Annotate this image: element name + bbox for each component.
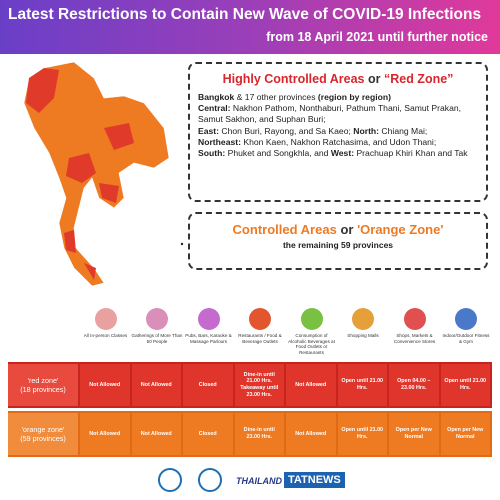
column-header: All In-person Classes xyxy=(80,300,131,339)
map-country xyxy=(23,61,170,287)
column-header: Restaurants / Food & Beverage Outlets xyxy=(235,300,286,344)
icon xyxy=(455,308,477,330)
icon xyxy=(197,308,220,330)
footer: THAILAND TATNEWS xyxy=(0,462,500,498)
heading-part: or xyxy=(340,222,354,237)
table-cell: Open until 21.00 Hrs. xyxy=(440,364,490,406)
icon xyxy=(352,308,374,330)
heading-part: Controlled Areas xyxy=(232,222,337,237)
icon xyxy=(94,308,117,330)
orange-zone-box: Controlled Areas or 'Orange Zone' the re… xyxy=(188,212,488,270)
logo-text: TATNEWS xyxy=(284,472,345,488)
map xyxy=(23,61,184,287)
text: Nakhon Pathom, Nonthaburi, Pathum Thani,… xyxy=(198,103,462,125)
text: & 17 other provinces xyxy=(234,92,318,102)
column-label: Consumption of Alcoholic Beverages at Fo… xyxy=(288,333,335,355)
column-label: Shopping Malls xyxy=(347,333,379,338)
table-cell: Open until 21.00 Hrs. xyxy=(337,413,387,455)
column-label: Indoor/Outdoor Fitness & Gym xyxy=(442,333,490,344)
column-header: Indoor/Outdoor Fitness & Gym xyxy=(441,300,492,344)
orange-zone-subheading: the remaining 59 provinces xyxy=(282,240,394,250)
icon xyxy=(249,308,271,330)
map-red-region xyxy=(26,68,59,113)
table-cell: Open until 21.00 Hrs. xyxy=(337,364,387,406)
table-cell: Not Allowed xyxy=(80,413,130,455)
row-label: 'orange zone' (59 provinces) xyxy=(8,413,78,455)
table-cell: Not Allowed xyxy=(131,364,181,406)
column-label: Restaurants / Food & Beverage Outlets xyxy=(238,333,282,344)
row-label: 'red zone' (18 provinces) xyxy=(8,364,78,406)
table-cell: Open per New Normal xyxy=(440,413,490,455)
map-red-region xyxy=(66,153,96,183)
restrictions-table: All In-person Classes Gatherings of More … xyxy=(8,300,492,460)
column-label: Shops, Markets & Convenience Stores xyxy=(393,333,436,344)
table-cell: Closed xyxy=(183,364,233,406)
logo-text: THAILAND xyxy=(236,476,282,486)
table-row: 'orange zone' (59 provinces) Not Allowed No… xyxy=(8,411,492,457)
text: Chon Buri, Rayong, and Sa Kaeo; xyxy=(219,125,354,136)
text: Phuket and Songkhla, and xyxy=(225,148,331,159)
title: Latest Restrictions to Contain New Wave … xyxy=(8,6,482,23)
map-red-region xyxy=(104,123,134,150)
column-header: Shops, Markets & Convenience Stores xyxy=(389,300,440,344)
icon xyxy=(146,308,168,330)
text: Bangkok xyxy=(198,92,235,102)
map-red-region xyxy=(64,230,76,253)
icon xyxy=(300,308,323,330)
row-label-line: 'red zone' xyxy=(27,376,59,385)
text: Northeast: xyxy=(198,136,241,147)
text: Prachuap Khiri Khan and Tak xyxy=(354,148,468,159)
column-header: Consumption of Alcoholic Beverages at Fo… xyxy=(286,300,337,355)
table-cell: Dine-in until 23.00 Hrs. xyxy=(234,413,284,455)
heading-part: “Red Zone” xyxy=(383,72,454,86)
table-cell: Not Allowed xyxy=(286,364,336,406)
column-label: All In-person Classes xyxy=(83,333,128,338)
table-row: 'red zone' (18 provinces) Not Allowed Not A… xyxy=(8,362,492,408)
logo xyxy=(158,468,182,492)
dot xyxy=(180,242,184,246)
column-header: Pubs, Bars, Karaoke & Massage Parlours xyxy=(183,300,234,344)
heading-part: or xyxy=(367,72,381,86)
text: East: xyxy=(198,125,220,136)
row-label-line: (18 provinces) xyxy=(20,385,66,394)
column-label: Gatherings of More Than 50 People xyxy=(131,333,183,344)
table-cell: Dine-in until 21.00 Hrs. Takeaway until … xyxy=(234,364,284,406)
text: West: xyxy=(330,148,355,159)
row-label-line: (59 provinces) xyxy=(20,434,66,443)
icon xyxy=(403,308,426,330)
column-header: Gatherings of More Than 50 People xyxy=(132,300,183,344)
table-cell: Closed xyxy=(183,413,233,455)
header-band xyxy=(0,0,500,54)
map-red-region xyxy=(99,183,119,203)
table-cell: Not Allowed xyxy=(131,413,181,455)
row-label-line: 'orange zone' xyxy=(21,425,65,434)
table-cell: Open per New Normal xyxy=(389,413,439,455)
column-header: Shopping Malls xyxy=(338,300,389,339)
column-label: Pubs, Bars, Karaoke & Massage Parlours xyxy=(185,333,232,344)
table-cell: Not Allowed xyxy=(80,364,130,406)
table-cell: Not Allowed xyxy=(286,413,336,455)
text: Central: xyxy=(198,103,231,114)
subtitle: from 18 April 2021 until further notice xyxy=(266,30,488,44)
red-zone-box: Highly Controlled Areas or “Red Zone” Ba… xyxy=(188,62,488,202)
text: (region by region) xyxy=(317,92,391,102)
text: Khon Kaen, Nakhon Ratchasima, and Udon T… xyxy=(240,136,437,147)
text: Chiang Mai; xyxy=(379,125,428,136)
text: South: xyxy=(198,148,226,159)
orange-zone-heading: Controlled Areas or 'Orange Zone' xyxy=(190,222,486,237)
table-cell: Open 04.00 – 23.00 Hrs. xyxy=(389,364,439,406)
text: North: xyxy=(353,125,380,136)
red-zone-body: Bangkok & 17 other provinces (region by … xyxy=(198,92,478,159)
red-zone-heading: Highly Controlled Areas or “Red Zone” xyxy=(198,72,478,86)
map-red-region xyxy=(84,263,96,280)
logo xyxy=(198,468,222,492)
heading-part: Highly Controlled Areas xyxy=(222,72,365,86)
heading-part: 'Orange Zone' xyxy=(357,222,444,237)
